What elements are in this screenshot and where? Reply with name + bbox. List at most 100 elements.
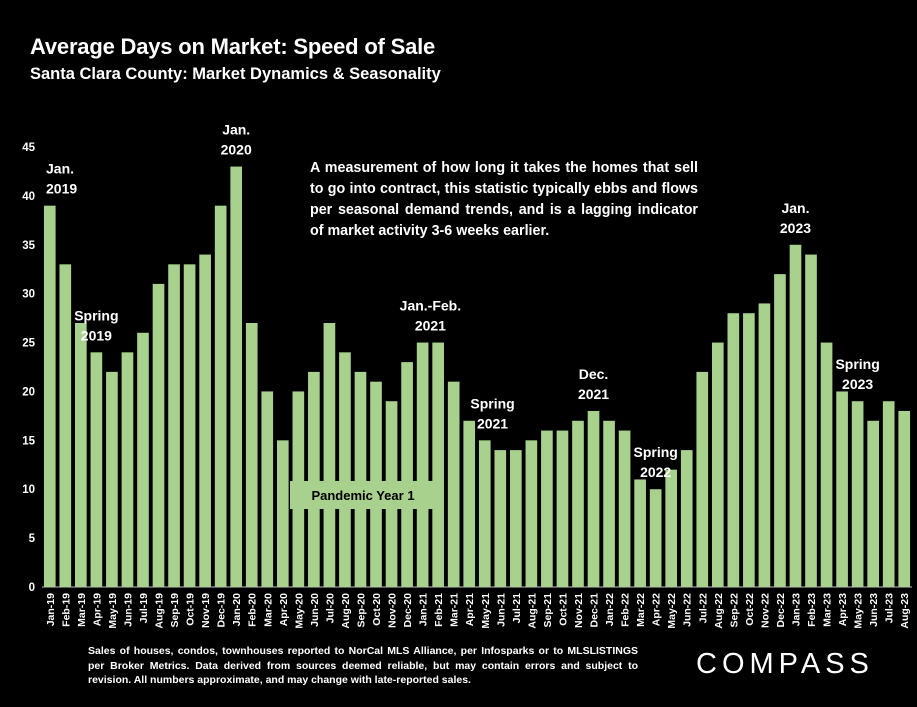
bar	[743, 313, 755, 587]
x-tick-label: Jul-20	[324, 593, 336, 624]
bar	[836, 391, 848, 587]
bar-annotation: 2023	[842, 376, 873, 392]
bar	[867, 420, 879, 587]
bar	[75, 323, 87, 587]
bar	[603, 420, 615, 587]
bar	[711, 342, 724, 587]
y-tick-label: 40	[22, 191, 35, 203]
x-tick-label: Jan-20	[231, 593, 243, 626]
x-tick-label: Jun-22	[682, 593, 694, 627]
bar	[758, 303, 771, 587]
x-tick-label: Jul-22	[697, 593, 709, 624]
x-tick-label: Oct-21	[557, 593, 569, 626]
x-tick-label: Apr-20	[278, 593, 290, 626]
bar	[323, 323, 336, 587]
bar-annotation: Jan.	[781, 200, 809, 216]
x-tick-label: Jul-23	[884, 593, 896, 624]
x-tick-label: Mar-20	[262, 593, 274, 627]
y-tick-label: 45	[22, 142, 35, 154]
x-tick-label: Jan-19	[45, 593, 57, 626]
x-tick-label: Oct-19	[185, 593, 197, 626]
bar	[478, 440, 491, 587]
x-tick-label: Jul-21	[511, 593, 523, 624]
bar	[665, 469, 678, 587]
x-tick-label: Dec-22	[775, 593, 787, 628]
x-tick-label: Dec-19	[216, 593, 228, 628]
bar-annotation: Spring	[633, 444, 677, 460]
bar-annotation: Jan.	[46, 161, 74, 177]
bar	[525, 440, 538, 587]
y-tick-label: 35	[22, 240, 35, 252]
bar	[90, 352, 103, 587]
x-tick-label: Jun-19	[122, 593, 134, 627]
bar	[43, 205, 56, 587]
x-tick-label: May-20	[293, 593, 305, 629]
bar	[230, 166, 243, 588]
y-tick-label: 5	[29, 533, 36, 545]
x-tick-label: Feb-22	[620, 593, 632, 627]
y-tick-label: 25	[22, 338, 35, 350]
bar-annotation: Spring	[835, 356, 879, 372]
x-tick-label: Jan-23	[790, 593, 802, 626]
bar-annotation: Spring	[470, 395, 514, 411]
bar	[152, 283, 165, 587]
bar-annotation: 2021	[415, 318, 446, 334]
x-tick-label: Sep-20	[355, 593, 367, 628]
bar	[137, 332, 149, 587]
x-tick-label: Aug-21	[526, 593, 538, 629]
bar	[308, 371, 320, 587]
pandemic-callout: Pandemic Year 1	[290, 481, 436, 509]
bar-annotation: 2022	[640, 464, 671, 480]
x-tick-label: Nov-19	[200, 593, 212, 628]
bar-annotation: Jan.	[222, 122, 250, 138]
x-tick-label: May-23	[853, 593, 865, 629]
bar	[245, 323, 258, 587]
x-tick-label: Mar-19	[76, 593, 88, 627]
x-tick-label: Mar-21	[449, 593, 461, 627]
x-tick-label: Apr-21	[464, 593, 476, 626]
x-tick-label: Nov-21	[573, 593, 585, 628]
bar-annotation: 2019	[81, 327, 112, 343]
bar	[416, 342, 429, 587]
y-tick-label: 10	[22, 484, 35, 496]
x-tick-label: Feb-19	[60, 593, 72, 627]
bar	[634, 479, 646, 587]
bar	[556, 430, 569, 587]
y-tick-label: 15	[22, 435, 35, 447]
x-tick-label: Jan-21	[418, 593, 430, 626]
x-tick-label: Sep-22	[728, 593, 740, 628]
x-tick-label: Jun-21	[495, 593, 507, 627]
x-tick-label: Jun-20	[309, 593, 321, 627]
bar	[106, 371, 118, 587]
bar	[510, 450, 522, 587]
chart-title: Average Days on Market: Speed of Sale	[30, 34, 436, 59]
x-tick-label: Oct-20	[371, 593, 383, 626]
compass-logo: COMPASS	[696, 648, 874, 680]
x-tick-label: Apr-19	[91, 593, 103, 626]
x-tick-label: May-19	[107, 593, 119, 629]
bar	[587, 411, 600, 587]
bar	[354, 371, 367, 587]
bar	[898, 411, 911, 587]
x-tick-label: Aug-20	[340, 593, 352, 629]
bar	[59, 264, 72, 587]
y-tick-label: 30	[22, 289, 35, 301]
x-tick-label: Feb-21	[433, 593, 445, 627]
y-tick-label: 0	[29, 582, 35, 594]
bar	[199, 254, 211, 588]
bar	[789, 244, 802, 587]
bar	[261, 391, 274, 587]
x-tick-label: Feb-20	[247, 593, 259, 627]
bar	[447, 381, 460, 587]
x-tick-label: May-21	[480, 593, 492, 629]
x-tick-label: Apr-23	[837, 593, 849, 626]
bar	[882, 401, 895, 587]
source-footnote: Sales of houses, condos, townhouses repo…	[88, 645, 638, 686]
bar	[121, 352, 134, 587]
y-tick-label: 20	[22, 386, 35, 398]
chart-subtitle: Santa Clara County: Market Dynamics & Se…	[30, 65, 441, 83]
bar	[618, 430, 631, 587]
bar	[339, 352, 351, 587]
chart-note: A measurement of how long it takes the h…	[310, 160, 698, 239]
bar	[168, 264, 180, 587]
